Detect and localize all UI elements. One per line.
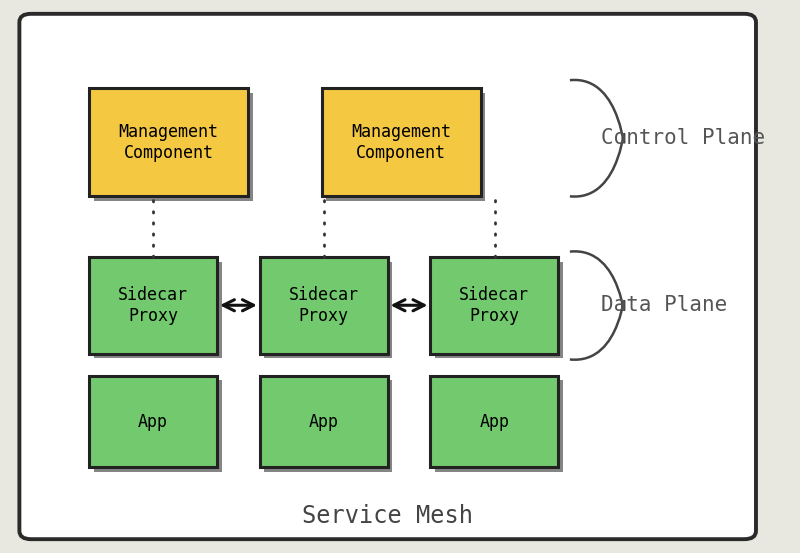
FancyBboxPatch shape (94, 93, 253, 201)
Text: Management
Component: Management Component (118, 123, 218, 162)
Text: App: App (309, 413, 338, 431)
FancyBboxPatch shape (435, 380, 563, 472)
FancyBboxPatch shape (94, 380, 222, 472)
FancyBboxPatch shape (265, 380, 392, 472)
Text: Sidecar
Proxy: Sidecar Proxy (289, 286, 358, 325)
FancyBboxPatch shape (435, 262, 563, 358)
FancyBboxPatch shape (326, 93, 486, 201)
FancyBboxPatch shape (89, 376, 217, 467)
FancyBboxPatch shape (260, 257, 388, 354)
Text: Service Mesh: Service Mesh (302, 504, 473, 528)
Text: App: App (479, 413, 510, 431)
Text: App: App (138, 413, 168, 431)
FancyBboxPatch shape (89, 88, 248, 196)
FancyBboxPatch shape (260, 376, 388, 467)
FancyBboxPatch shape (19, 14, 756, 539)
FancyBboxPatch shape (430, 257, 558, 354)
Text: Sidecar
Proxy: Sidecar Proxy (118, 286, 188, 325)
Text: Control Plane: Control Plane (601, 128, 765, 148)
Text: Sidecar
Proxy: Sidecar Proxy (459, 286, 530, 325)
FancyBboxPatch shape (94, 262, 222, 358)
FancyBboxPatch shape (430, 376, 558, 467)
FancyBboxPatch shape (89, 257, 217, 354)
FancyBboxPatch shape (322, 88, 481, 196)
Text: Management
Component: Management Component (351, 123, 451, 162)
Text: Data Plane: Data Plane (601, 295, 727, 315)
FancyBboxPatch shape (265, 262, 392, 358)
